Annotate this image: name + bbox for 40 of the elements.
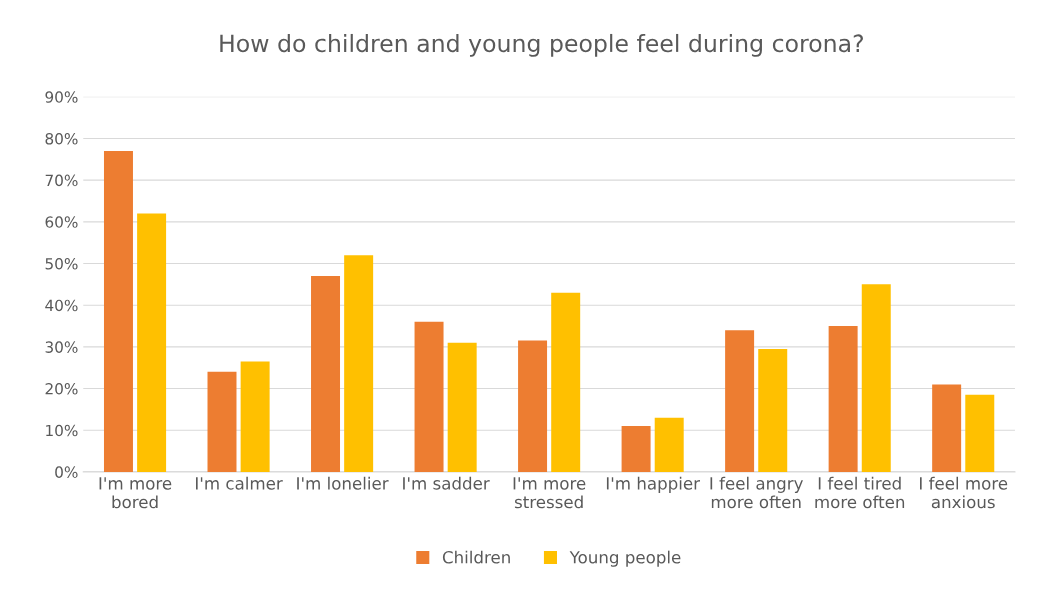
y-tick-label: 70% — [45, 174, 78, 187]
y-tick-label: 0% — [55, 466, 78, 478]
x-tick-label: I'm more stressed — [513, 477, 586, 509]
bar — [344, 255, 374, 472]
x-tick-label: I'm happier — [606, 476, 700, 493]
bar — [207, 371, 237, 472]
x-tick-label: I'm calmer — [196, 476, 283, 490]
bar — [311, 276, 341, 472]
bar — [725, 330, 755, 472]
x-tick-label: I feel tired more often — [815, 476, 905, 509]
y-tick-label: 90% — [45, 91, 78, 103]
bar — [414, 321, 444, 472]
legend-label: Young people — [569, 550, 681, 567]
y-tick-label: 30% — [45, 341, 78, 353]
bar — [758, 348, 788, 472]
bar — [654, 417, 684, 472]
bar — [551, 292, 581, 472]
bar — [621, 426, 651, 472]
bar — [518, 340, 548, 472]
y-tick-label: 80% — [45, 132, 78, 145]
y-tick-label: 10% — [46, 424, 78, 437]
bar — [447, 342, 477, 472]
x-tick-label: I'm lonelier — [297, 476, 389, 490]
x-tick-label: I feel more anxious — [920, 476, 1008, 509]
x-tick-label: I'm sadder — [403, 476, 490, 490]
y-tick-label: 60% — [45, 216, 78, 228]
y-tick-label: 20% — [45, 383, 78, 395]
bar — [965, 394, 995, 472]
y-tick-label: 50% — [45, 257, 78, 270]
bar — [240, 361, 270, 472]
y-tick-label: 40% — [45, 299, 78, 312]
bar — [828, 326, 858, 472]
bar — [932, 384, 962, 472]
bar — [137, 213, 167, 472]
legend-label: Children — [442, 550, 510, 564]
chart-title: How do children and young people feel during corona? — [220, 33, 863, 57]
x-tick-label: I'm more bored — [99, 477, 172, 509]
bar — [103, 150, 133, 472]
x-tick-label: I feel angry more often — [710, 476, 803, 509]
bar — [861, 284, 891, 472]
